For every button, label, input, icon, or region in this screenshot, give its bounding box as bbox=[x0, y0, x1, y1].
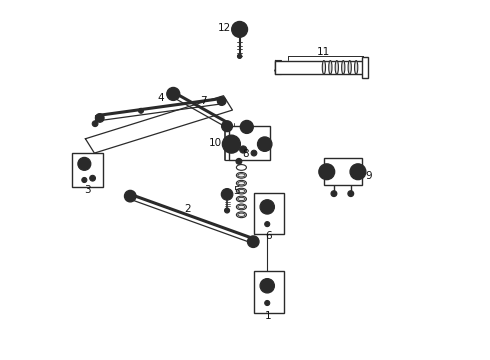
Bar bbox=[275, 60, 364, 74]
Ellipse shape bbox=[348, 60, 351, 74]
Circle shape bbox=[322, 167, 331, 176]
Circle shape bbox=[92, 121, 98, 127]
Circle shape bbox=[167, 87, 180, 100]
Text: 12: 12 bbox=[218, 23, 231, 33]
Circle shape bbox=[319, 164, 335, 180]
Circle shape bbox=[96, 114, 104, 122]
Circle shape bbox=[78, 157, 91, 170]
Circle shape bbox=[90, 175, 96, 181]
Ellipse shape bbox=[238, 189, 245, 193]
Circle shape bbox=[82, 177, 87, 183]
Ellipse shape bbox=[238, 174, 245, 177]
Ellipse shape bbox=[236, 172, 246, 178]
Bar bbox=[362, 57, 368, 78]
Bar bbox=[254, 193, 285, 234]
Text: 3: 3 bbox=[84, 185, 91, 195]
Circle shape bbox=[238, 54, 242, 58]
Circle shape bbox=[232, 22, 247, 37]
Text: 1: 1 bbox=[265, 311, 271, 320]
Text: 10: 10 bbox=[209, 138, 222, 148]
Circle shape bbox=[261, 140, 269, 148]
Ellipse shape bbox=[238, 213, 245, 216]
Ellipse shape bbox=[329, 60, 332, 74]
Circle shape bbox=[331, 191, 337, 197]
Circle shape bbox=[221, 121, 232, 132]
Circle shape bbox=[240, 121, 253, 134]
Ellipse shape bbox=[335, 60, 339, 74]
Circle shape bbox=[236, 26, 243, 33]
Ellipse shape bbox=[236, 204, 246, 210]
Circle shape bbox=[264, 282, 271, 289]
Ellipse shape bbox=[238, 205, 245, 208]
Circle shape bbox=[251, 239, 256, 244]
Ellipse shape bbox=[236, 165, 246, 170]
Bar bbox=[324, 158, 362, 185]
Circle shape bbox=[350, 164, 366, 180]
Bar bbox=[254, 271, 285, 313]
Text: 9: 9 bbox=[366, 171, 372, 181]
Ellipse shape bbox=[342, 60, 345, 74]
Ellipse shape bbox=[238, 181, 245, 185]
Circle shape bbox=[124, 190, 136, 202]
Ellipse shape bbox=[236, 196, 246, 202]
Circle shape bbox=[247, 236, 259, 247]
Circle shape bbox=[81, 161, 88, 167]
Circle shape bbox=[139, 108, 144, 113]
Circle shape bbox=[224, 192, 230, 197]
Text: 4: 4 bbox=[157, 93, 164, 103]
Ellipse shape bbox=[236, 212, 246, 218]
Circle shape bbox=[221, 189, 233, 200]
Circle shape bbox=[218, 97, 226, 105]
Circle shape bbox=[222, 135, 240, 153]
Circle shape bbox=[171, 91, 176, 97]
Ellipse shape bbox=[236, 180, 246, 186]
Circle shape bbox=[354, 167, 362, 176]
Circle shape bbox=[260, 200, 274, 214]
Circle shape bbox=[260, 279, 274, 293]
Ellipse shape bbox=[236, 188, 246, 194]
Text: 8: 8 bbox=[242, 149, 249, 159]
Bar bbox=[72, 153, 102, 187]
Text: 6: 6 bbox=[265, 231, 271, 241]
Circle shape bbox=[258, 137, 272, 151]
Bar bbox=[229, 126, 270, 160]
Circle shape bbox=[251, 150, 257, 156]
Circle shape bbox=[231, 143, 239, 150]
Text: 5: 5 bbox=[233, 186, 240, 197]
Ellipse shape bbox=[238, 197, 245, 201]
Ellipse shape bbox=[355, 60, 358, 74]
Circle shape bbox=[224, 208, 230, 213]
Text: 7: 7 bbox=[200, 96, 207, 106]
Circle shape bbox=[265, 301, 270, 306]
Circle shape bbox=[264, 203, 271, 211]
Text: 2: 2 bbox=[184, 204, 191, 214]
Circle shape bbox=[128, 194, 133, 199]
Circle shape bbox=[236, 158, 242, 164]
Ellipse shape bbox=[322, 60, 325, 74]
Circle shape bbox=[240, 146, 247, 153]
Circle shape bbox=[227, 140, 236, 148]
Circle shape bbox=[348, 191, 354, 197]
Circle shape bbox=[265, 222, 270, 226]
Text: 11: 11 bbox=[317, 47, 331, 57]
